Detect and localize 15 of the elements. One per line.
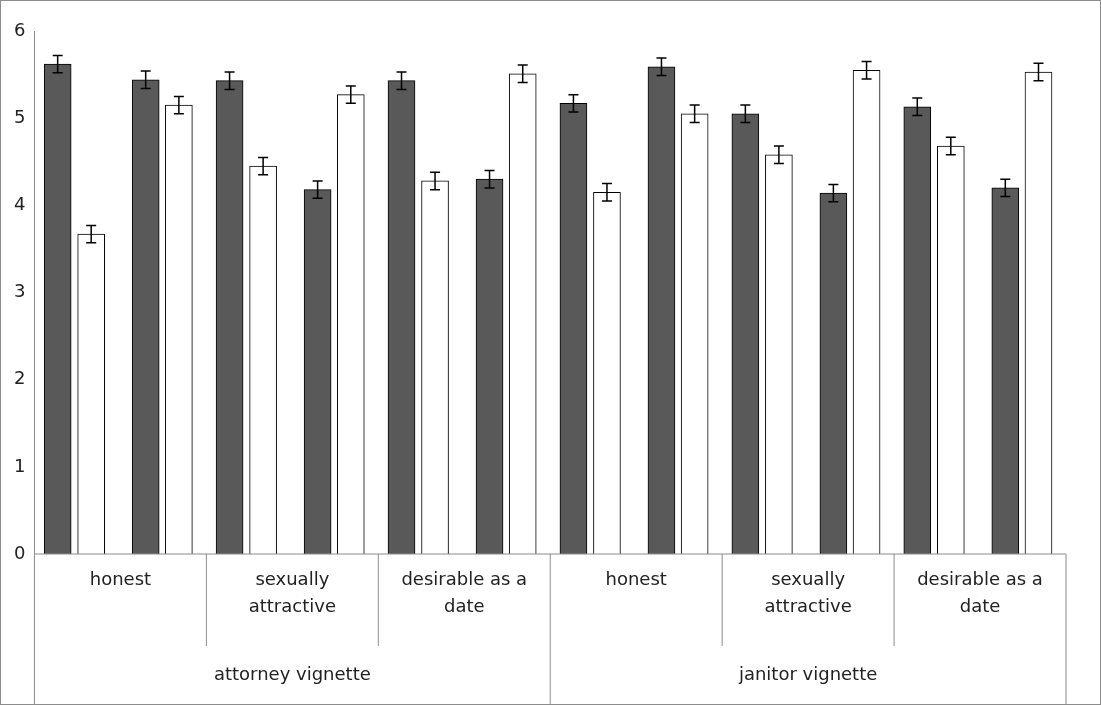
text: janitor vignette bbox=[737, 662, 878, 684]
y-tick-label: 5 bbox=[14, 105, 26, 127]
y-tick-label: 4 bbox=[14, 193, 26, 215]
text: attorney vignette bbox=[213, 662, 371, 684]
x-tick-label: desirable as a date bbox=[401, 567, 528, 616]
x-tick-label: honest bbox=[89, 567, 152, 589]
x-tick-label: honest bbox=[605, 567, 667, 589]
x-tick-label: sexually attractive bbox=[764, 567, 852, 616]
y-tick-label: 6 bbox=[14, 18, 26, 40]
y-tick-label: 2 bbox=[14, 367, 26, 389]
y-tick-label: 3 bbox=[14, 280, 26, 302]
y-tick-label: 1 bbox=[14, 454, 26, 476]
y-tick-label: 0 bbox=[14, 541, 26, 563]
x-tick-label: desirable as a date bbox=[917, 567, 1043, 616]
x-tick-label: sexually attractive bbox=[248, 567, 336, 616]
